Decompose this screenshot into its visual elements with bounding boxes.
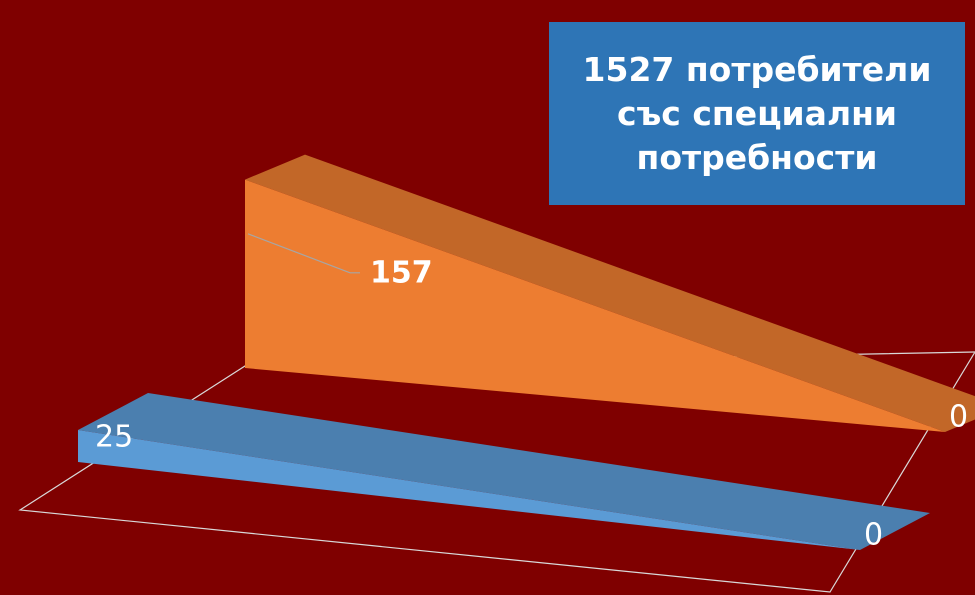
area [245, 179, 945, 432]
area-top [78, 393, 930, 550]
data-label: 0 [864, 518, 883, 553]
area-top [245, 154, 975, 432]
data-label: 0 [949, 400, 968, 435]
leader-line [247, 233, 360, 274]
data-label: 25 [95, 420, 133, 455]
chart-title: 1527 потребители със специални потребнос… [549, 22, 965, 205]
data-label: 157 [370, 255, 433, 290]
area [78, 430, 860, 550]
